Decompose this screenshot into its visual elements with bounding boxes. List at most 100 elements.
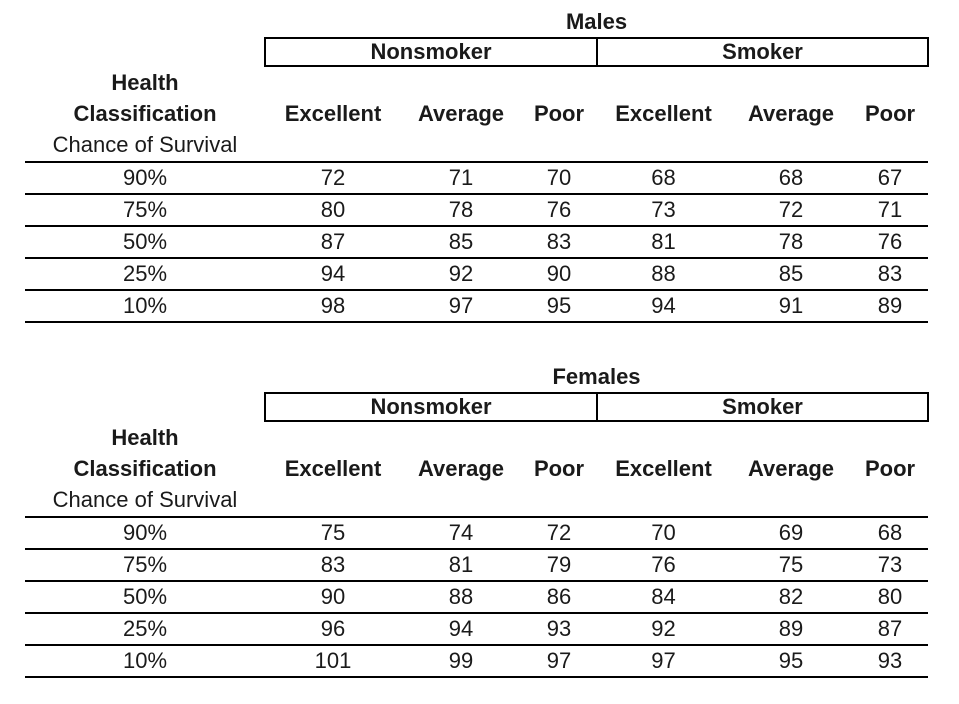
- spacer-cell: [25, 393, 265, 421]
- col-header-smoker-poor: Poor: [852, 421, 929, 518]
- age-value-cell: 76: [521, 194, 597, 227]
- age-value-cell: 70: [597, 517, 730, 550]
- table-row: 50% 87 85 83 81 78 76: [25, 226, 929, 259]
- row-header-line-chance-of-survival: Chance of Survival: [52, 132, 238, 157]
- table-row: 90% 72 71 70 68 68 67: [25, 162, 929, 195]
- age-value-cell: 87: [265, 226, 401, 259]
- age-value-cell: 97: [521, 645, 597, 678]
- age-value-cell: 79: [521, 549, 597, 582]
- age-value-cell: 68: [852, 517, 929, 550]
- age-value-cell: 84: [597, 581, 730, 614]
- table-row: 25% 94 92 90 88 85 83: [25, 258, 929, 291]
- age-value-cell: 90: [521, 258, 597, 291]
- age-value-cell: 85: [730, 258, 852, 291]
- col-header-smoker-poor: Poor: [852, 66, 929, 163]
- age-value-cell: 94: [597, 290, 730, 323]
- survival-chance-label: 10%: [25, 290, 265, 323]
- row-header-line-health: Health: [111, 425, 179, 450]
- age-value-cell: 97: [401, 290, 521, 323]
- age-value-cell: 78: [401, 194, 521, 227]
- col-header-smoker-average: Average: [730, 421, 852, 518]
- age-value-cell: 74: [401, 517, 521, 550]
- females-table-body: 90% 75 74 72 70 69 68 75% 83 81 79 76 75 73 50% 90 88 86 8…: [25, 517, 929, 678]
- age-value-cell: 83: [265, 549, 401, 582]
- age-value-cell: 72: [730, 194, 852, 227]
- col-header-nonsmoker-poor: Poor: [521, 66, 597, 163]
- col-header-nonsmoker-excellent: Excellent: [265, 421, 401, 518]
- age-value-cell: 92: [401, 258, 521, 291]
- group-header-smoker: Smoker: [595, 37, 930, 67]
- age-value-cell: 73: [597, 194, 730, 227]
- age-value-cell: 81: [597, 226, 730, 259]
- age-value-cell: 81: [401, 549, 521, 582]
- males-table-body: 90% 72 71 70 68 68 67 75% 80 78 76 73 72 71 50% 87 85 83 8…: [25, 162, 929, 323]
- age-value-cell: 76: [852, 226, 929, 259]
- table-row: 90% 75 74 72 70 69 68: [25, 517, 929, 550]
- males-survival-table: Males Nonsmoker Smoker Health Classifica…: [25, 6, 930, 323]
- age-value-cell: 87: [852, 613, 929, 646]
- males-table-head: Males Nonsmoker Smoker Health Classifica…: [25, 6, 930, 163]
- age-value-cell: 72: [521, 517, 597, 550]
- age-value-cell: 80: [265, 194, 401, 227]
- table-row: 10% 98 97 95 94 91 89: [25, 290, 929, 323]
- females-column-header-row: Health Classification Chance of Survival…: [25, 421, 929, 518]
- col-header-smoker-excellent: Excellent: [597, 421, 730, 518]
- males-column-header-row: Health Classification Chance of Survival…: [25, 66, 929, 163]
- table-row: 50% 90 88 86 84 82 80: [25, 581, 929, 614]
- age-value-cell: 86: [521, 581, 597, 614]
- age-value-cell: 67: [852, 162, 929, 195]
- age-value-cell: 70: [521, 162, 597, 195]
- survival-chance-label: 75%: [25, 194, 265, 227]
- group-header-smoker: Smoker: [595, 392, 930, 422]
- spacer-cell: [25, 361, 265, 393]
- age-value-cell: 88: [597, 258, 730, 291]
- col-header-smoker-average: Average: [730, 66, 852, 163]
- age-value-cell: 68: [597, 162, 730, 195]
- survival-chance-label: 75%: [25, 549, 265, 582]
- age-value-cell: 97: [597, 645, 730, 678]
- age-value-cell: 72: [265, 162, 401, 195]
- age-value-cell: 78: [730, 226, 852, 259]
- age-value-cell: 101: [265, 645, 401, 678]
- table-row: 75% 83 81 79 76 75 73: [25, 549, 929, 582]
- group-header-nonsmoker: Nonsmoker: [264, 37, 598, 67]
- row-header-description: Health Classification Chance of Survival: [25, 421, 265, 518]
- col-header-nonsmoker-poor: Poor: [521, 421, 597, 518]
- age-value-cell: 71: [852, 194, 929, 227]
- age-value-cell: 99: [401, 645, 521, 678]
- age-value-cell: 94: [401, 613, 521, 646]
- row-header-description: Health Classification Chance of Survival: [25, 66, 265, 163]
- age-value-cell: 71: [401, 162, 521, 195]
- table-title-males: Males: [565, 8, 628, 34]
- survival-chance-label: 50%: [25, 226, 265, 259]
- males-title-row: Males: [25, 6, 928, 38]
- row-header-line-health: Health: [111, 70, 179, 95]
- age-value-cell: 88: [401, 581, 521, 614]
- survival-chance-label: 25%: [25, 613, 265, 646]
- spacer-cell: [25, 6, 265, 38]
- age-value-cell: 94: [265, 258, 401, 291]
- table-row: 25% 96 94 93 92 89 87: [25, 613, 929, 646]
- age-value-cell: 73: [852, 549, 929, 582]
- col-header-nonsmoker-average: Average: [401, 421, 521, 518]
- spacer-cell: [25, 38, 265, 66]
- table-row: 75% 80 78 76 73 72 71: [25, 194, 929, 227]
- survival-chance-label: 50%: [25, 581, 265, 614]
- age-value-cell: 76: [597, 549, 730, 582]
- females-title-row: Females: [25, 361, 928, 393]
- age-value-cell: 92: [597, 613, 730, 646]
- age-value-cell: 83: [852, 258, 929, 291]
- row-header-line-chance-of-survival: Chance of Survival: [52, 487, 238, 512]
- survival-chance-label: 25%: [25, 258, 265, 291]
- age-value-cell: 89: [852, 290, 929, 323]
- females-group-header-row: Nonsmoker Smoker: [25, 392, 930, 422]
- row-header-line-classification: Classification: [73, 101, 217, 126]
- col-header-nonsmoker-excellent: Excellent: [265, 66, 401, 163]
- age-value-cell: 83: [521, 226, 597, 259]
- survival-chance-label: 10%: [25, 645, 265, 678]
- age-value-cell: 95: [730, 645, 852, 678]
- age-value-cell: 98: [265, 290, 401, 323]
- col-header-smoker-excellent: Excellent: [597, 66, 730, 163]
- females-survival-table: Females Nonsmoker Smoker Health Classifi…: [25, 361, 930, 678]
